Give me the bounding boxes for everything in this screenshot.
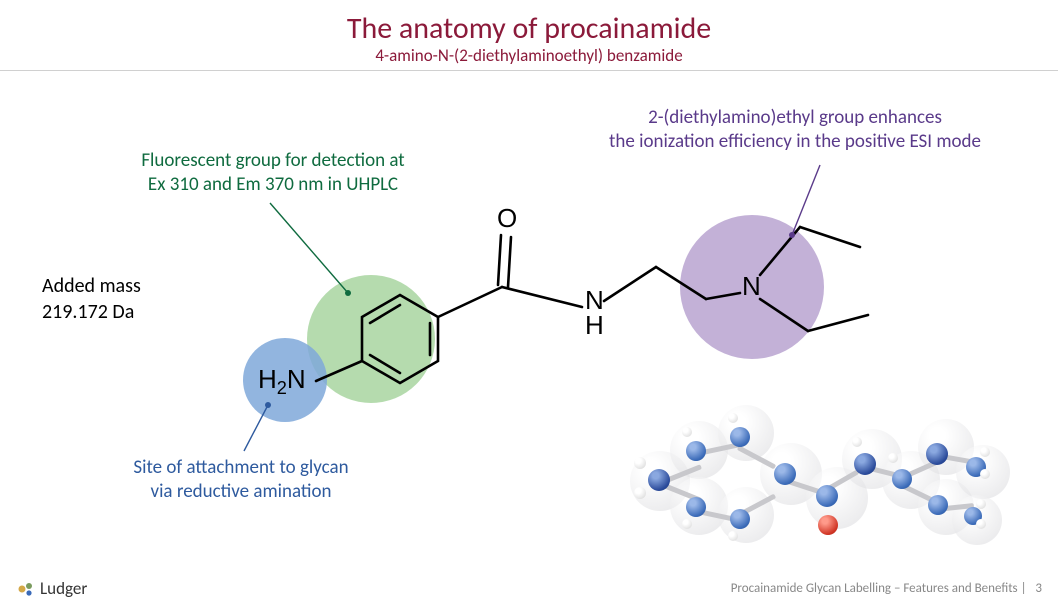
- annotation-ionization-l1: 2-(diethylamino)ethyl group enhances: [560, 106, 1030, 130]
- logo-text: Ludger: [40, 578, 87, 599]
- annotation-attachment-l1: Site of attachment to glycan: [96, 456, 386, 480]
- label-n2: N: [742, 271, 761, 302]
- label-o: O: [497, 203, 517, 234]
- label-nh-n: N: [585, 288, 604, 313]
- main-title: The anatomy of procainamide: [0, 10, 1058, 47]
- label-nh-h: H: [585, 313, 604, 338]
- mass-line2: 219.172 Da: [42, 299, 141, 325]
- footer: Ludger Procainamide Glycan Labelling – F…: [0, 578, 1058, 599]
- logo: Ludger: [16, 578, 87, 599]
- label-nh: N H: [585, 288, 604, 337]
- page-number: 3: [1035, 581, 1042, 596]
- annotation-attachment: Site of attachment to glycan via reducti…: [96, 456, 386, 504]
- annotation-fluorescent: Fluorescent group for detection at Ex 31…: [108, 149, 438, 197]
- sub-title: 4-amino-N-(2-diethylaminoethyl) benzamid…: [0, 45, 1058, 66]
- annotation-ionization-l2: the ionization efficiency in the positiv…: [560, 130, 1030, 154]
- footer-caption: Procainamide Glycan Labelling – Features…: [731, 581, 1027, 596]
- title-block: The anatomy of procainamide 4-amino-N-(2…: [0, 0, 1058, 66]
- mass-label: Added mass 219.172 Da: [42, 273, 141, 325]
- annotation-fluorescent-l1: Fluorescent group for detection at: [108, 149, 438, 173]
- mass-line1: Added mass: [42, 273, 141, 299]
- annotation-fluorescent-l2: Ex 310 and Em 370 nm in UHPLC: [108, 173, 438, 197]
- diagram-area: H2N O N H N Fluorescent group for detect…: [0, 71, 1058, 576]
- annotation-ionization: 2-(diethylamino)ethyl group enhances the…: [560, 106, 1030, 154]
- label-h2n: H2N: [258, 364, 306, 399]
- molecule-3d-model: [620, 391, 1000, 561]
- ludger-icon: [16, 579, 36, 599]
- footer-right: Procainamide Glycan Labelling – Features…: [731, 581, 1042, 596]
- annotation-attachment-l2: via reductive amination: [96, 480, 386, 504]
